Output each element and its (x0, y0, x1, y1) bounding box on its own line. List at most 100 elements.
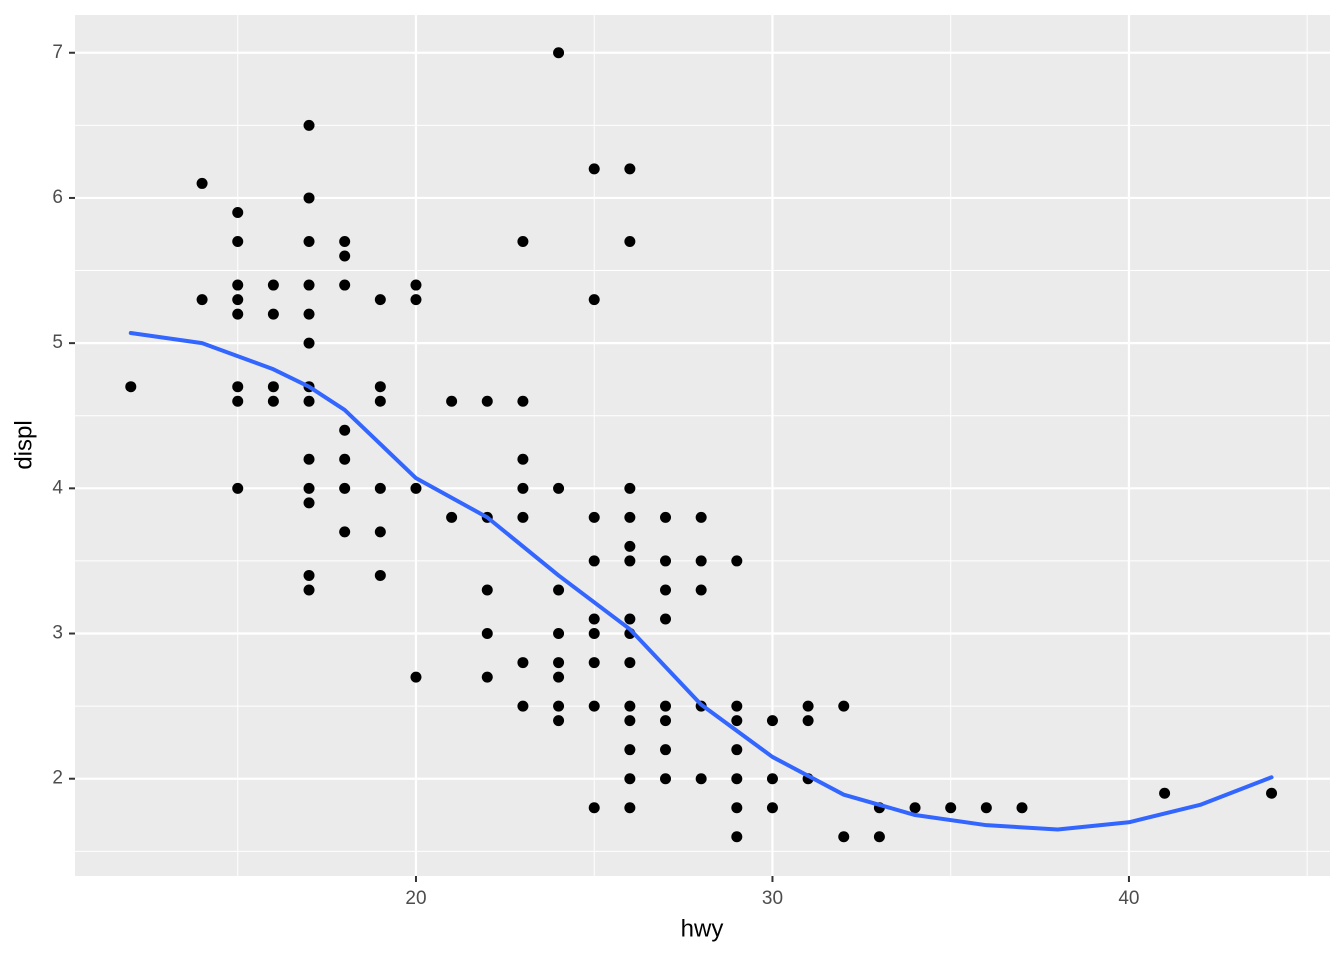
point (232, 308, 244, 320)
point (553, 584, 565, 596)
point (517, 657, 529, 669)
point (660, 584, 672, 596)
point (624, 482, 636, 494)
point (660, 613, 672, 625)
point (339, 526, 351, 538)
point (1266, 787, 1278, 799)
point (303, 236, 315, 248)
marks (125, 47, 1278, 843)
point (303, 192, 315, 204)
point (695, 511, 707, 523)
point (766, 715, 778, 727)
y-tick-label: 2 (52, 768, 63, 789)
y-tick-label: 5 (52, 332, 63, 353)
point (374, 294, 386, 306)
point (660, 744, 672, 756)
point (303, 482, 315, 494)
point (517, 395, 529, 407)
point (588, 700, 600, 712)
point (731, 744, 743, 756)
point (303, 569, 315, 581)
point (410, 482, 422, 494)
point (517, 453, 529, 465)
point (374, 569, 386, 581)
point (588, 511, 600, 523)
point (945, 802, 957, 814)
point (624, 802, 636, 814)
point (232, 395, 244, 407)
point (339, 279, 351, 291)
point (267, 381, 279, 393)
point (624, 163, 636, 175)
y-tick-label: 4 (52, 477, 63, 498)
point (410, 671, 422, 683)
point (374, 482, 386, 494)
point (766, 773, 778, 785)
point (303, 308, 315, 320)
point (731, 773, 743, 785)
point (481, 671, 493, 683)
point (588, 555, 600, 567)
point (553, 657, 565, 669)
y-tick-label: 7 (52, 42, 63, 63)
point (731, 700, 743, 712)
point (624, 236, 636, 248)
point (339, 453, 351, 465)
point (695, 555, 707, 567)
y-tick-label: 3 (52, 623, 63, 644)
point (838, 831, 850, 843)
point (588, 657, 600, 669)
point (731, 831, 743, 843)
point (232, 381, 244, 393)
point (553, 671, 565, 683)
point (624, 540, 636, 552)
point (766, 802, 778, 814)
point (588, 163, 600, 175)
point (267, 395, 279, 407)
point (695, 584, 707, 596)
point (660, 511, 672, 523)
plot-panel (75, 15, 1330, 876)
x-tick-label: 20 (405, 888, 426, 909)
point (374, 526, 386, 538)
point (232, 482, 244, 494)
point (695, 773, 707, 785)
point (588, 294, 600, 306)
point (517, 511, 529, 523)
point (303, 119, 315, 131)
point (660, 715, 672, 727)
point (624, 715, 636, 727)
point (303, 395, 315, 407)
point (624, 744, 636, 756)
point (410, 294, 422, 306)
point (731, 802, 743, 814)
x-tick-label: 30 (762, 888, 783, 909)
x-axis-title: hwy (681, 915, 724, 942)
x-tick-label: 40 (1118, 888, 1139, 909)
point (802, 715, 814, 727)
point (588, 613, 600, 625)
point (909, 802, 921, 814)
point (517, 700, 529, 712)
point (303, 497, 315, 509)
smooth-line (128, 330, 1274, 832)
point (980, 802, 992, 814)
point (731, 555, 743, 567)
point (624, 657, 636, 669)
point (802, 700, 814, 712)
point (303, 279, 315, 291)
point (481, 628, 493, 640)
point (446, 511, 458, 523)
point (410, 279, 422, 291)
point (196, 294, 208, 306)
point (232, 206, 244, 218)
point (624, 555, 636, 567)
point (517, 236, 529, 248)
point (125, 381, 137, 393)
point (196, 177, 208, 189)
y-axis-title: displ (10, 420, 37, 469)
point (374, 381, 386, 393)
point (553, 47, 565, 59)
